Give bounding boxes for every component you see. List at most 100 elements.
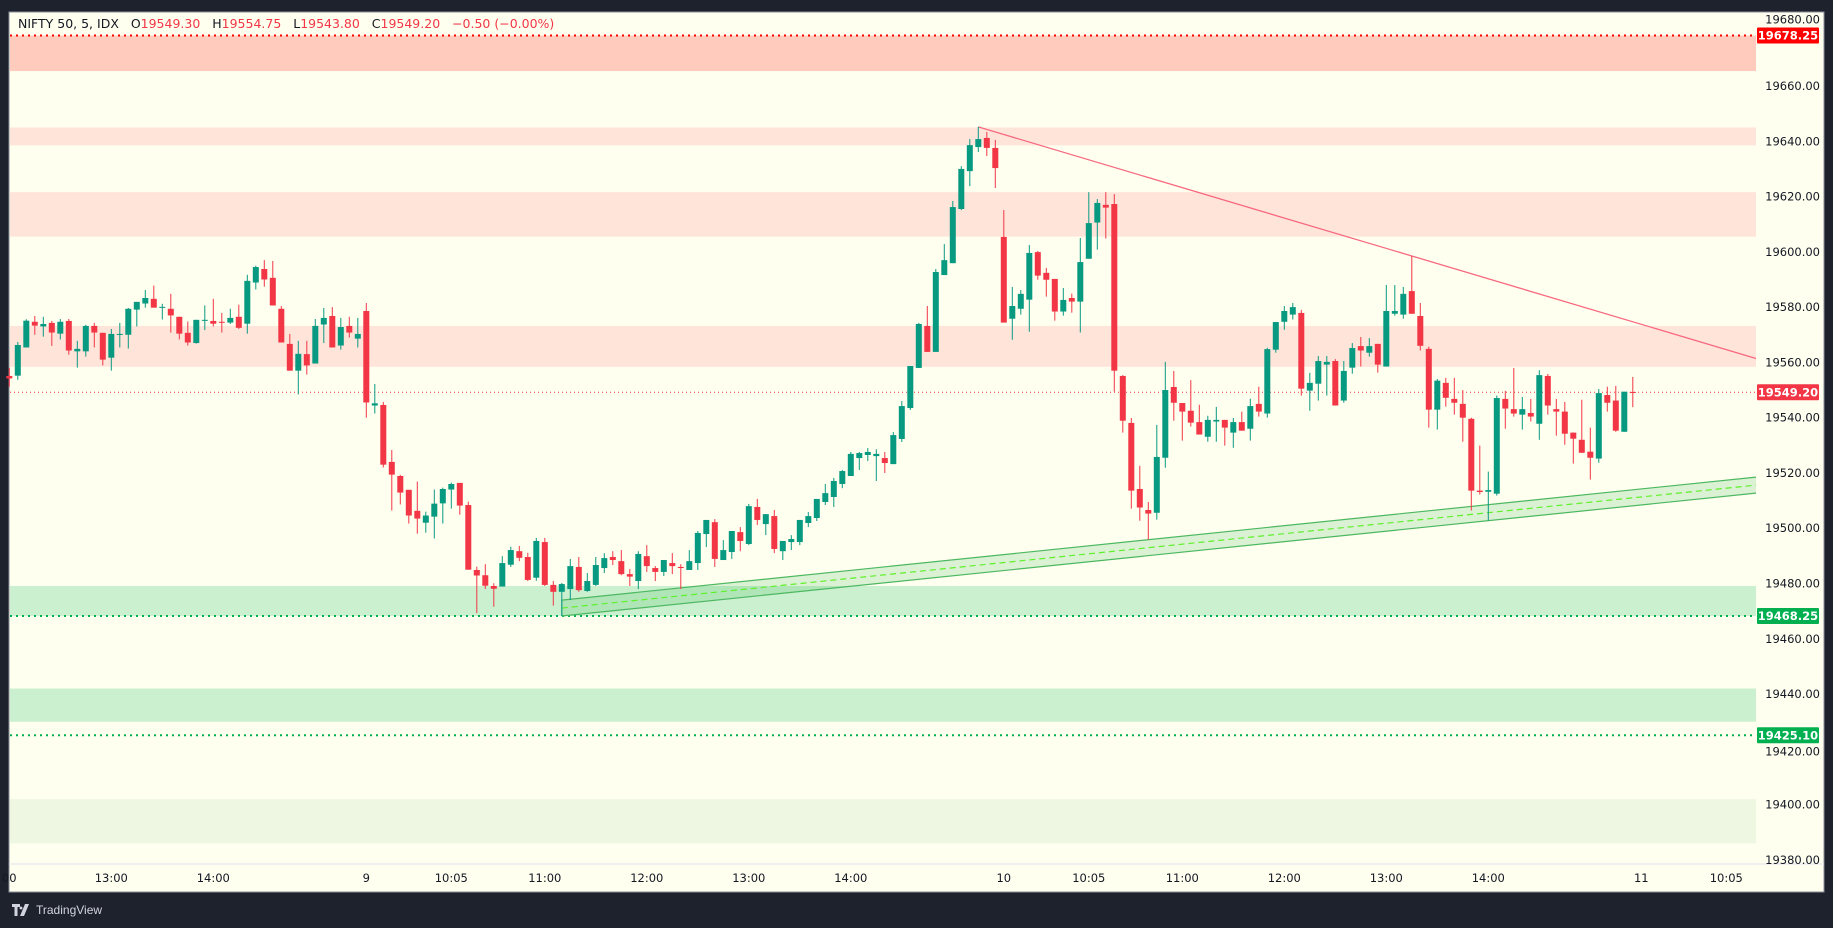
price-tick-label: 19480.00: [1765, 577, 1820, 591]
candle: [1561, 401, 1568, 445]
symbol-title[interactable]: NIFTY 50, 5, IDX: [18, 16, 119, 31]
channel-upper-line[interactable]: [561, 476, 1757, 601]
candle: [1519, 396, 1526, 430]
candle: [584, 573, 591, 592]
candle: [643, 545, 650, 572]
candle-body: [779, 540, 786, 552]
candle: [915, 322, 922, 368]
candle-body: [1621, 391, 1628, 432]
candle-body: [584, 581, 591, 591]
candle: [14, 341, 21, 380]
candle-body: [958, 168, 965, 209]
price-tick-label: 19520.00: [1765, 466, 1820, 480]
candle: [108, 328, 115, 371]
candle: [847, 451, 854, 477]
candle: [805, 511, 812, 528]
channel-lower-line[interactable]: [561, 492, 1757, 617]
candle: [660, 560, 667, 577]
support-zone[interactable]: [10, 586, 1756, 616]
candle: [1604, 386, 1611, 412]
candle-body: [1629, 391, 1636, 393]
candle: [1230, 417, 1237, 448]
resistance-trendline[interactable]: [978, 126, 1757, 360]
candle-body: [601, 558, 608, 569]
candle-body: [822, 493, 829, 502]
candle: [975, 126, 982, 153]
candle-body: [252, 267, 259, 283]
candle-body: [1502, 398, 1509, 409]
candle-body: [439, 488, 446, 504]
candle: [439, 487, 446, 524]
candle: [1476, 445, 1483, 495]
candle-body: [159, 306, 166, 308]
candle-body: [329, 315, 336, 348]
drawings-layer[interactable]: [561, 126, 1757, 617]
price-label-text: 19425.10: [1758, 728, 1818, 742]
candle: [1595, 388, 1602, 463]
candle-body: [1247, 406, 1254, 429]
candle: [507, 546, 514, 567]
candle-body: [898, 406, 905, 439]
candle-body: [915, 323, 922, 368]
support-light-zone[interactable]: [10, 799, 1756, 844]
candle-body: [91, 325, 98, 333]
candle-body: [941, 260, 948, 276]
candle-body: [1306, 382, 1313, 391]
candle-body: [992, 147, 999, 169]
candle-body: [354, 333, 361, 339]
candle-body: [1221, 419, 1228, 428]
candle: [99, 332, 106, 366]
candle-body: [839, 471, 846, 485]
candle-body: [1476, 490, 1483, 493]
candle-body: [31, 321, 38, 326]
candle-body: [1315, 361, 1322, 384]
candle-body: [1510, 409, 1517, 414]
candle: [694, 531, 701, 570]
candle-body: [269, 277, 276, 306]
candle: [796, 519, 803, 546]
candle: [1434, 378, 1441, 430]
support-zone[interactable]: [10, 688, 1756, 722]
candle-body: [133, 301, 140, 310]
candle: [337, 317, 344, 350]
time-axis[interactable]: 00 13:00 14:00 9 10:05 11:00 12:00 13:00 14:00 10…: [2, 871, 1743, 885]
low-value: 19543.80: [300, 16, 360, 31]
candle: [754, 498, 761, 525]
resistance-strong-zone[interactable]: [10, 35, 1756, 72]
candle: [788, 535, 795, 551]
candle: [873, 449, 880, 481]
chart-frame: [8, 11, 1825, 893]
time-tick-label: 10: [996, 871, 1011, 885]
candle: [1536, 370, 1543, 440]
resistance-zone[interactable]: [10, 127, 1756, 146]
candle-body: [1043, 272, 1050, 280]
candle-body: [227, 317, 234, 323]
candle-body: [1604, 395, 1611, 403]
candle-body: [278, 308, 285, 343]
candle: [82, 324, 89, 357]
candle-body: [813, 498, 820, 519]
resistance-zone[interactable]: [10, 325, 1756, 367]
channel-mid-line[interactable]: [561, 484, 1757, 609]
candle: [1000, 210, 1007, 323]
candle: [31, 315, 38, 335]
candle: [1442, 377, 1449, 407]
candle-body: [1179, 403, 1186, 412]
candle-body: [949, 207, 956, 264]
candle-body: [422, 515, 429, 523]
candle-body: [261, 268, 268, 280]
candle-body: [1459, 403, 1466, 418]
candle-body: [745, 506, 752, 544]
candle-body: [465, 505, 472, 570]
price-axis[interactable]: 19380.00 19400.00 19420.00 19440.00 19460.00…: [1765, 13, 1820, 867]
candle: [779, 540, 786, 561]
tradingview-logo[interactable]: TradingView: [12, 903, 102, 917]
candle: [388, 450, 395, 511]
candle: [720, 540, 727, 561]
resistance-zone[interactable]: [10, 192, 1756, 237]
candle-body: [40, 323, 47, 327]
time-tick-label: 00: [2, 871, 17, 885]
candle-body: [1238, 422, 1245, 431]
candle-body: [507, 550, 514, 565]
